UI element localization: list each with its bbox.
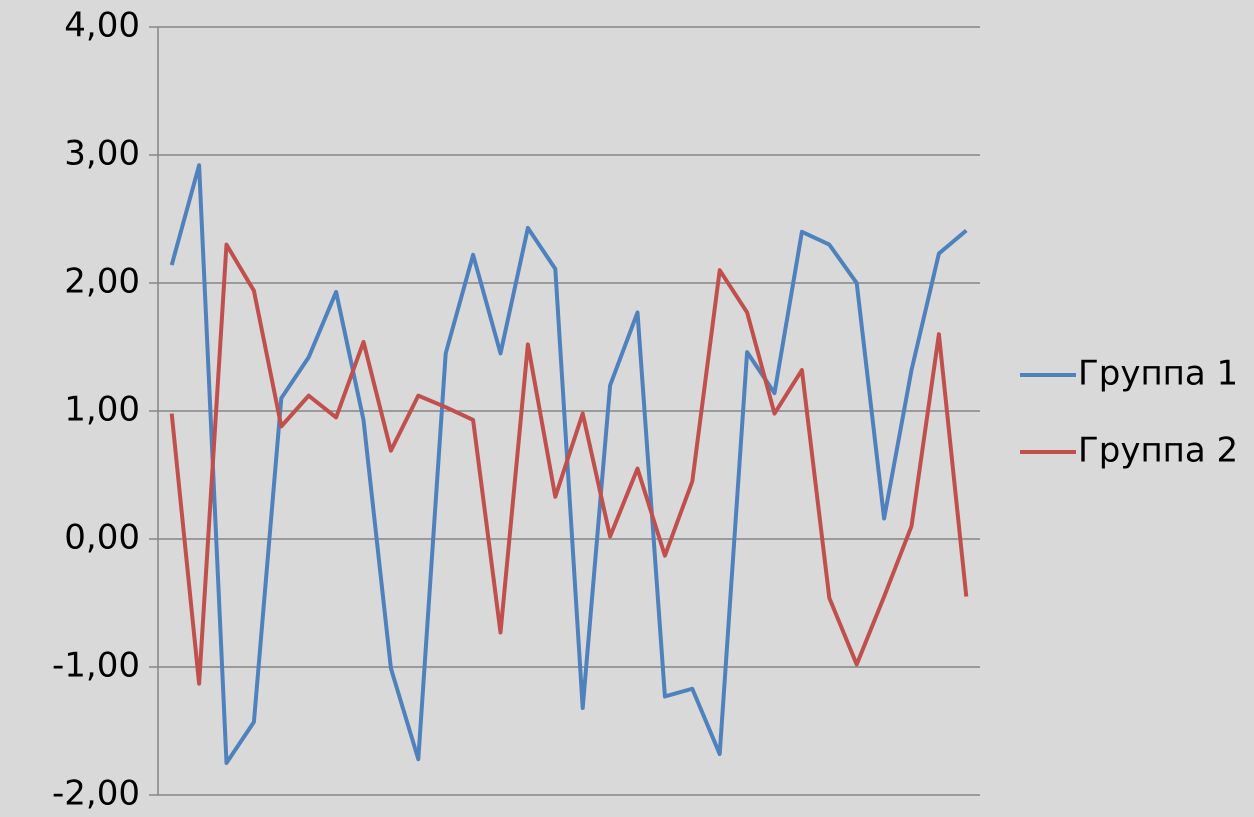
legend-label: Группа 1 [1078,354,1238,394]
y-tick-label: 2,00 [64,262,140,302]
y-tick-label: 0,00 [64,518,140,558]
series-line [169,163,968,765]
legend-label: Группа 2 [1078,431,1238,471]
y-tick-label: -1,00 [52,646,140,686]
y-tick-label: 4,00 [64,6,140,46]
y-tick-label: -2,00 [52,774,140,814]
y-tick-label: 1,00 [64,390,140,430]
y-tick-label: 3,00 [64,134,140,174]
series-line [169,242,969,686]
